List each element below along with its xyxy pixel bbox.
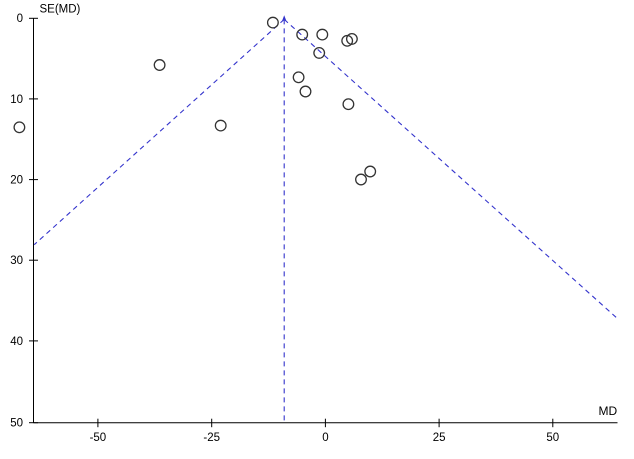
svg-text:-50: -50 [90, 432, 107, 444]
svg-text:40: 40 [10, 336, 23, 348]
svg-text:50: 50 [546, 432, 559, 444]
svg-text:50: 50 [10, 418, 23, 430]
svg-text:MD: MD [599, 404, 618, 418]
svg-text:20: 20 [10, 175, 23, 187]
svg-text:SE(MD): SE(MD) [40, 4, 81, 16]
svg-text:0: 0 [322, 432, 328, 444]
svg-text:-25: -25 [203, 432, 220, 444]
svg-text:30: 30 [10, 255, 23, 267]
svg-text:10: 10 [10, 94, 23, 106]
svg-text:25: 25 [433, 432, 446, 444]
svg-text:0: 0 [17, 13, 23, 25]
